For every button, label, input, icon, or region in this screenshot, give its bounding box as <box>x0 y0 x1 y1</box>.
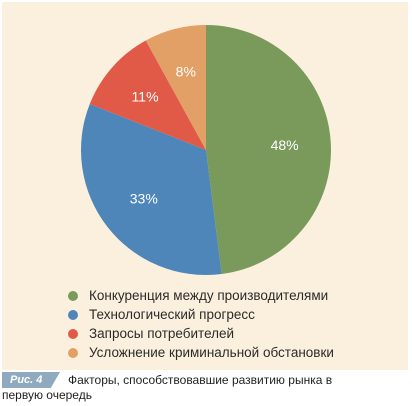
legend-swatch <box>68 347 78 358</box>
slice-label-1: 33% <box>130 190 158 206</box>
slice-label-2: 11% <box>132 88 159 104</box>
legend-label: Технологический прогресс <box>89 307 255 322</box>
pie-slice-2 <box>89 40 206 150</box>
figure-label: Рис. 4 <box>2 372 60 388</box>
legend-item: Усложнение криминальной обстановки <box>68 343 334 362</box>
legend-label: Конкуренция между производителями <box>89 288 329 303</box>
pie-chart: 48% 33% 11% 8% <box>81 25 332 275</box>
pie-slice-1 <box>81 103 222 275</box>
legend-label: Запросы потребителей <box>89 326 235 341</box>
legend-swatch <box>68 290 78 301</box>
caption-text: Факторы, способствовавшие развитию рынка… <box>2 373 333 402</box>
chart-figure: 48% 33% 11% 8% Конкуренция между производит… <box>2 2 408 370</box>
slice-label-0: 48% <box>271 137 299 153</box>
legend: Конкуренция между производителями Техноло… <box>68 286 334 362</box>
legend-item: Запросы потребителей <box>68 324 334 343</box>
legend-swatch <box>68 309 78 320</box>
legend-item: Конкуренция между производителями <box>68 286 334 305</box>
legend-label: Усложнение криминальной обстановки <box>89 345 334 360</box>
legend-item: Технологический прогресс <box>68 305 334 324</box>
pie-slice-3 <box>145 25 206 150</box>
legend-swatch <box>68 328 78 339</box>
slice-label-3: 8% <box>176 63 196 79</box>
pie-slice-0 <box>206 25 332 275</box>
